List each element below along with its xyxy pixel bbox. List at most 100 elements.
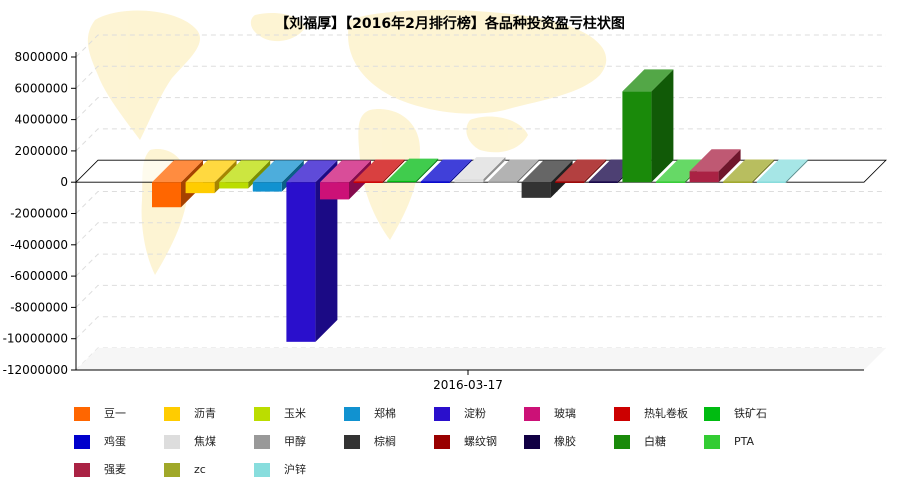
legend-swatch	[434, 407, 450, 421]
bar-top	[521, 160, 573, 183]
legend-label: 沪锌	[284, 463, 306, 476]
x-category-label: 2016-03-17	[433, 378, 503, 392]
legend-swatch	[164, 435, 180, 449]
legend-swatch	[704, 435, 720, 449]
legend-label: 玻璃	[554, 407, 576, 420]
bar-top	[353, 159, 405, 182]
bar-top	[756, 159, 808, 182]
gridline	[75, 34, 886, 58]
legend-label: 焦煤	[194, 435, 216, 448]
bar-top	[185, 160, 237, 183]
bar-top	[286, 160, 338, 183]
legend-swatch	[434, 435, 450, 449]
bar-side	[449, 159, 472, 183]
legend-label: 鸡蛋	[104, 435, 126, 448]
legend-label: 热轧卷板	[644, 407, 688, 420]
y-tick-label: -2000000	[10, 207, 68, 221]
y-tick-label: -10000000	[3, 332, 68, 346]
bar-15	[622, 69, 674, 183]
bar-front	[320, 182, 349, 200]
y-tick-label: -6000000	[10, 269, 68, 283]
legend-label: 淀粉	[464, 407, 486, 420]
gridline	[75, 253, 886, 277]
bar-side	[382, 159, 405, 183]
bar-front	[656, 181, 685, 183]
bar-side	[785, 159, 808, 183]
bar-5	[286, 160, 338, 342]
chart-title: 【刘福厚】【2016年2月排行榜】各品种投资盈亏柱状图	[275, 15, 625, 32]
legend-swatch	[74, 463, 90, 477]
bar-front	[252, 182, 282, 192]
y-tick-label: 4000000	[15, 113, 68, 127]
legend-label: 豆一	[104, 407, 126, 420]
y-tick-label: 2000000	[15, 144, 68, 158]
bar-front	[756, 181, 786, 183]
bar-front	[353, 181, 383, 183]
bar-top	[320, 160, 371, 183]
bar-17	[689, 149, 741, 183]
bar-top	[555, 159, 607, 182]
bar-13	[555, 159, 607, 183]
bar-front	[588, 181, 618, 183]
legend-swatch	[614, 435, 630, 449]
bar-side	[651, 69, 674, 183]
legend-swatch	[614, 407, 630, 421]
legend-label: 铁矿石	[734, 407, 767, 420]
bar-top	[252, 160, 304, 183]
legend-swatch	[254, 435, 270, 449]
bar-side	[718, 149, 741, 183]
legend-label: 甲醇	[284, 435, 306, 448]
gridline	[75, 128, 886, 152]
bar-front	[185, 182, 215, 194]
legend-swatch	[164, 463, 180, 477]
base-plane	[76, 348, 886, 370]
bar-front	[723, 181, 753, 183]
bar-11	[488, 159, 539, 183]
bar-front	[152, 182, 181, 208]
legend-swatch	[704, 407, 720, 421]
y-tick-label: -12000000	[3, 363, 68, 377]
bar-7	[353, 159, 405, 183]
bar-top	[387, 158, 439, 181]
bar-side	[416, 158, 439, 183]
legend-swatch	[344, 407, 360, 421]
legend-swatch	[344, 435, 360, 449]
bar-side	[483, 157, 506, 183]
legend-swatch	[74, 407, 90, 421]
legend-swatch	[74, 435, 90, 449]
gridline	[75, 222, 886, 246]
bar-top	[152, 160, 203, 183]
gridlines	[75, 34, 886, 371]
bar-top	[689, 149, 741, 172]
legend-label: 强麦	[104, 463, 126, 476]
bar-front	[387, 180, 417, 183]
legend-swatch	[524, 435, 540, 449]
y-axis-ticks: 8000000 6000000 4000000 2000000 0 -2000000 -40…	[3, 50, 76, 377]
bars	[152, 69, 808, 342]
bar-18	[723, 159, 775, 183]
legend-label: 白糖	[644, 435, 666, 448]
bar-front	[286, 182, 316, 342]
legend-swatch	[164, 407, 180, 421]
y-tick-label: -8000000	[10, 300, 68, 314]
bar-front	[420, 181, 450, 183]
bar-front	[555, 181, 585, 183]
legend-label: 玉米	[284, 407, 306, 420]
legend-label: 郑棉	[374, 407, 396, 420]
bar-front	[622, 91, 652, 183]
bar-side	[752, 159, 775, 183]
legend-label: 棕榈	[374, 435, 396, 448]
legend-label: 橡胶	[554, 435, 576, 448]
bar-front	[219, 182, 249, 189]
gridline	[75, 65, 886, 89]
bar-front	[521, 182, 551, 198]
gridline	[75, 97, 886, 120]
legend-label: 螺纹钢	[464, 435, 497, 448]
bar-side	[517, 159, 539, 183]
y-tick-label: 6000000	[15, 81, 68, 95]
legend-label: 沥青	[194, 407, 216, 420]
legend-label: PTA	[734, 435, 755, 448]
bar-top	[219, 160, 271, 183]
gridline	[75, 316, 886, 340]
